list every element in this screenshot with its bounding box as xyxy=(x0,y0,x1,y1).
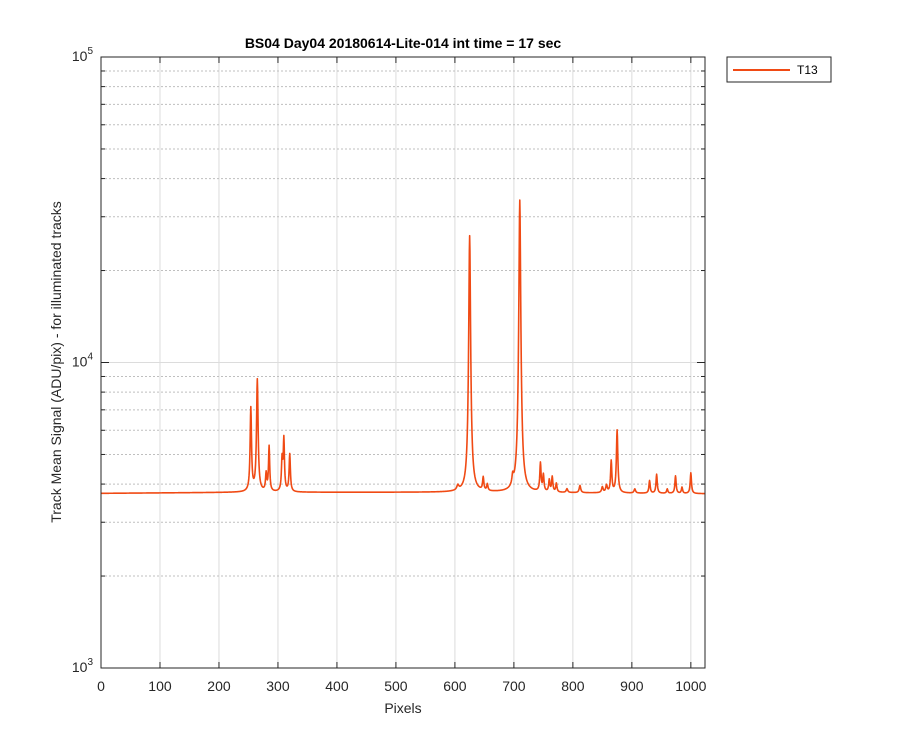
x-tick-label: 900 xyxy=(620,678,644,694)
grid-lines xyxy=(101,57,705,668)
y-axis-label: Track Mean Signal (ADU/pix) - for illumi… xyxy=(48,201,64,523)
y-tick-label: 103 xyxy=(72,657,94,675)
y-tick-labels: 103 104 105 xyxy=(72,46,94,675)
x-tick-label: 500 xyxy=(384,678,408,694)
legend[interactable]: T13 xyxy=(726,56,832,83)
x-axis-label: Pixels xyxy=(384,700,421,716)
x-tick-label: 600 xyxy=(443,678,467,694)
chart-title: BS04 Day04 20180614-Lite-014 int time = … xyxy=(245,35,562,51)
y-tick-label: 105 xyxy=(72,46,94,64)
x-tick-label: 300 xyxy=(266,678,290,694)
x-tick-labels: 0 100 200 300 400 500 600 700 800 900 1000 xyxy=(97,678,707,694)
axis-ticks xyxy=(100,56,705,669)
x-tick-label: 0 xyxy=(97,678,105,694)
y-tick-label: 104 xyxy=(72,352,94,370)
x-tick-label: 100 xyxy=(148,678,172,694)
x-tick-label: 200 xyxy=(207,678,231,694)
x-tick-label: 700 xyxy=(502,678,526,694)
series-layer xyxy=(100,199,706,495)
x-tick-label: 400 xyxy=(325,678,349,694)
x-tick-label: 800 xyxy=(561,678,585,694)
x-tick-label: 1000 xyxy=(675,678,706,694)
series-line-t13 xyxy=(100,199,706,495)
legend-label-t13: T13 xyxy=(797,63,818,77)
